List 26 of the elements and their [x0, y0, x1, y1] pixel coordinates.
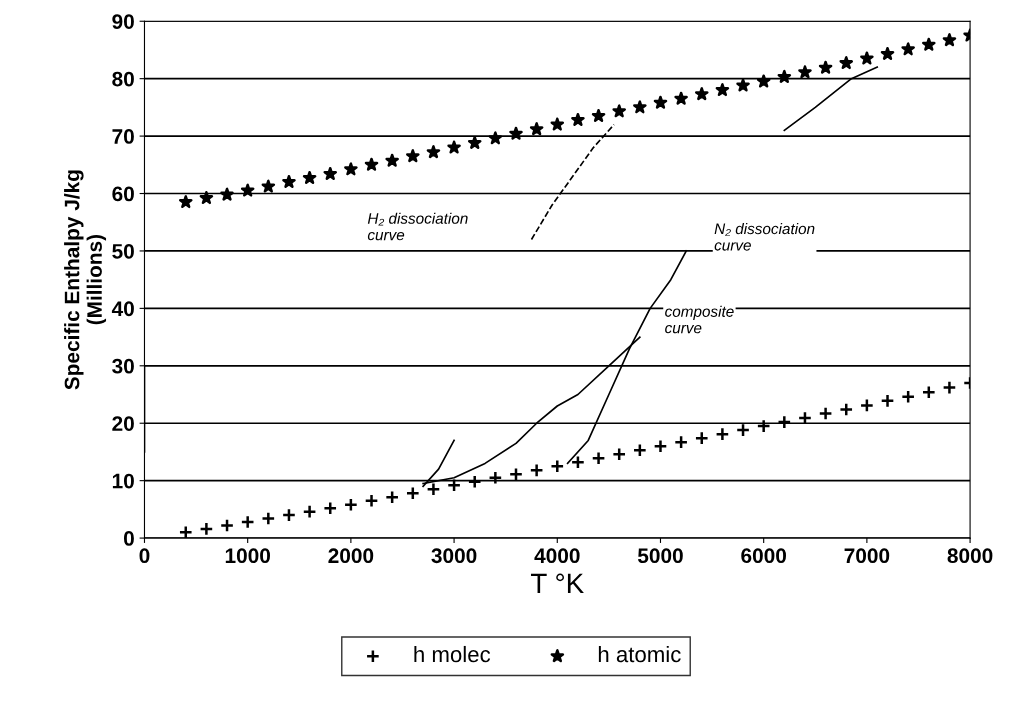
y-axis-title: Specific Enthalpy J/kg (Millions) — [64, 170, 107, 390]
x-tick-label: 6000 — [741, 548, 786, 564]
y-tick-label: 40 — [111, 301, 134, 317]
x-tick-label: 7000 — [844, 548, 890, 564]
annotation: H₂ dissociation curve — [367, 212, 468, 241]
y-tick-label: 30 — [112, 358, 134, 374]
annotation: composite curve — [665, 305, 734, 334]
y-tick-label: 80 — [112, 71, 134, 87]
legend-label: h molec — [414, 645, 491, 663]
x-tick-label: 4000 — [534, 548, 580, 564]
annotation: N₂ dissociation curve — [714, 222, 815, 251]
y-tick-label: 50 — [112, 243, 134, 259]
x-axis-title: T °K — [530, 573, 584, 593]
y-tick-label: 20 — [112, 416, 134, 431]
legend-label: h atomic — [598, 645, 681, 663]
x-tick-label: 2000 — [328, 548, 374, 564]
x-tick-label: 8000 — [947, 548, 993, 564]
x-tick-label: 3000 — [431, 548, 477, 564]
y-tick-label: 0 — [124, 531, 134, 546]
x-tick-label: 1000 — [225, 548, 270, 564]
y-tick-label: 90 — [112, 14, 134, 29]
y-tick-label: 60 — [112, 186, 134, 202]
y-tick-label: 70 — [112, 129, 134, 144]
x-tick-label: 0 — [139, 548, 150, 564]
y-tick-label: 10 — [112, 473, 134, 489]
x-tick-label: 5000 — [637, 548, 683, 564]
